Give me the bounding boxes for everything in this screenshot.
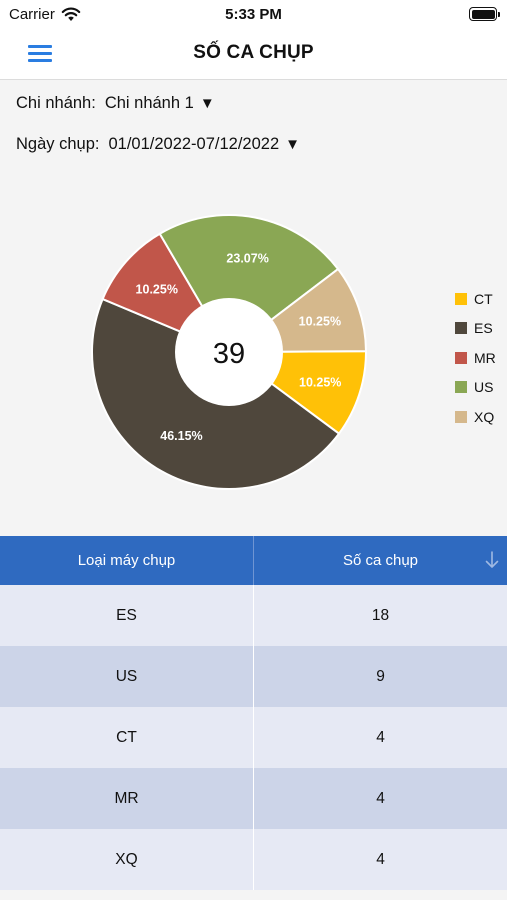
donut-chart: 10.25% 46.15% 10.25% 23.07% 10.25% 39 bbox=[0, 180, 507, 520]
battery-icon bbox=[469, 7, 500, 21]
slice-label-mr: 10.25% bbox=[136, 282, 178, 296]
column-header-exam-count-label: Số ca chụp bbox=[342, 552, 419, 569]
legend-item-ct[interactable]: CT bbox=[455, 284, 496, 314]
legend-label: CT bbox=[474, 290, 493, 307]
branch-dropdown-caret-icon[interactable]: ▼ bbox=[199, 95, 215, 112]
legend-label: MR bbox=[474, 349, 496, 366]
status-bar: Carrier 5:33 PM bbox=[0, 0, 507, 28]
slice-label-ct: 10.25% bbox=[299, 375, 341, 389]
legend-item-mr[interactable]: MR bbox=[455, 343, 496, 373]
cell-device-type: XQ bbox=[0, 829, 254, 890]
arrow-down-icon[interactable] bbox=[485, 551, 499, 569]
branch-filter-label: Chi nhánh: bbox=[16, 94, 96, 112]
table-row[interactable]: XQ 4 bbox=[0, 829, 507, 890]
cell-exam-count: 9 bbox=[376, 667, 385, 685]
table-body: ES 18 US 9 CT 4 MR 4 XQ 4 bbox=[0, 585, 507, 890]
legend-label: US bbox=[474, 379, 494, 396]
chart-center-total: 39 bbox=[213, 338, 245, 370]
hamburger-menu-icon[interactable] bbox=[28, 43, 52, 63]
legend-swatch bbox=[455, 292, 467, 305]
wifi-icon bbox=[61, 7, 81, 21]
page-title: SỐ CA CHỤP bbox=[193, 42, 314, 63]
status-time: 5:33 PM bbox=[225, 6, 282, 23]
cell-exam-count: 4 bbox=[376, 789, 385, 807]
branch-select[interactable]: Chi nhánh 1 bbox=[104, 94, 194, 112]
date-filter: Ngày chụp: 01/01/2022-07/12/2022 ▼ bbox=[16, 135, 300, 154]
chart-legend: CT ES MR US XQ bbox=[455, 284, 496, 432]
slice-label-xq: 10.25% bbox=[299, 315, 341, 329]
table-row[interactable]: MR 4 bbox=[0, 768, 507, 829]
slice-label-es: 46.15% bbox=[160, 429, 202, 443]
table-row[interactable]: US 9 bbox=[0, 646, 507, 707]
exam-count-table: Loại máy chụp Số ca chụp ES 18 US 9 CT 4 MR 4 XQ… bbox=[0, 536, 507, 890]
date-range-select[interactable]: 01/01/2022-07/12/2022 bbox=[108, 135, 280, 153]
cell-device-type: ES bbox=[0, 585, 254, 646]
legend-item-us[interactable]: US bbox=[455, 373, 496, 403]
slice-us[interactable] bbox=[158, 214, 340, 354]
legend-swatch bbox=[455, 410, 467, 423]
legend-label: ES bbox=[474, 320, 493, 337]
date-dropdown-caret-icon[interactable]: ▼ bbox=[285, 136, 300, 153]
cell-device-type: MR bbox=[0, 768, 254, 829]
donut-hole bbox=[175, 298, 283, 406]
nav-bar: SỐ CA CHỤP bbox=[0, 28, 507, 80]
legend-swatch bbox=[455, 322, 467, 335]
table-header: Loại máy chụp Số ca chụp bbox=[0, 536, 507, 585]
table-row[interactable]: CT 4 bbox=[0, 707, 507, 768]
cell-device-type: CT bbox=[0, 707, 254, 768]
cell-device-type: US bbox=[0, 646, 254, 707]
table-row[interactable]: ES 18 bbox=[0, 585, 507, 646]
legend-item-es[interactable]: ES bbox=[455, 314, 496, 344]
column-header-device-type[interactable]: Loại máy chụp bbox=[0, 536, 254, 585]
carrier-label: Carrier bbox=[9, 6, 55, 23]
branch-filter: Chi nhánh: Chi nhánh 1 ▼ bbox=[16, 94, 215, 113]
cell-exam-count: 4 bbox=[376, 850, 385, 868]
column-header-exam-count[interactable]: Số ca chụp bbox=[254, 536, 507, 585]
date-filter-label: Ngày chụp: bbox=[16, 135, 100, 153]
slice-label-us: 23.07% bbox=[226, 251, 268, 265]
cell-exam-count: 18 bbox=[371, 606, 390, 624]
legend-swatch bbox=[455, 381, 467, 394]
legend-swatch bbox=[455, 351, 467, 364]
legend-label: XQ bbox=[474, 408, 495, 425]
donut-chart-svg: 10.25% 46.15% 10.25% 23.07% 10.25% 39 bbox=[91, 214, 368, 490]
cell-exam-count: 4 bbox=[376, 728, 385, 746]
legend-item-xq[interactable]: XQ bbox=[455, 402, 496, 432]
